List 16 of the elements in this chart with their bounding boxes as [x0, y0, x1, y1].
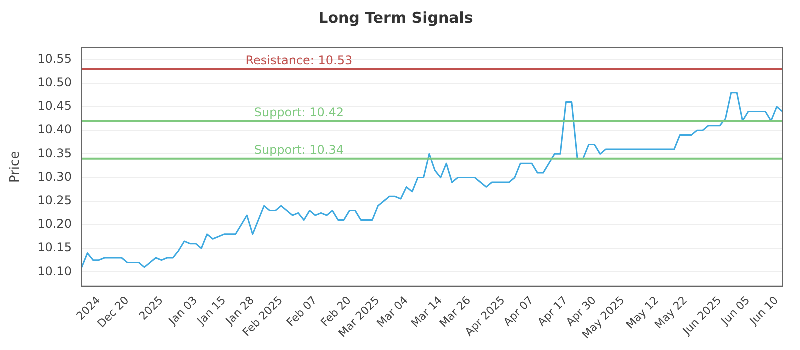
y-axis-title: Price	[8, 151, 24, 184]
ref-line-label: Support: 10.42	[254, 105, 344, 120]
y-tick-label: 10.25	[38, 194, 72, 208]
y-tick-label: 10.35	[38, 146, 72, 160]
y-tick-label: 10.55	[38, 52, 72, 66]
y-tick-label: 10.30	[38, 170, 72, 184]
chart-title: Long Term Signals	[318, 8, 474, 27]
y-tick-label: 10.10	[38, 264, 72, 278]
y-tick-label: 10.20	[38, 217, 72, 232]
ref-line-label: Resistance: 10.53	[246, 53, 353, 68]
y-tick-label: 10.50	[38, 76, 72, 90]
y-tick-label: 10.15	[38, 240, 72, 255]
y-tick-label: 10.45	[38, 99, 72, 114]
ref-line-label: Support: 10.34	[254, 143, 344, 158]
y-tick-label: 10.40	[38, 122, 72, 137]
x-tick-label: Feb 07	[284, 294, 320, 330]
